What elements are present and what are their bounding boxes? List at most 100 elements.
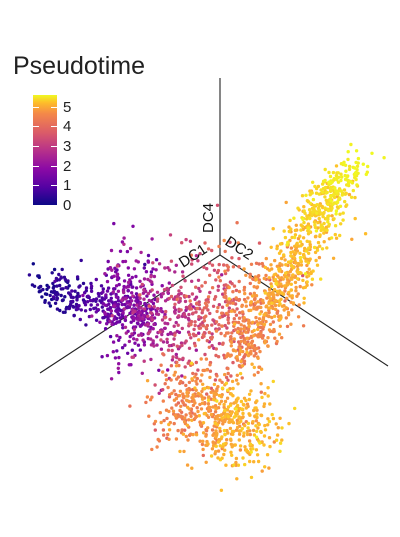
data-point — [224, 463, 228, 467]
data-point — [262, 443, 266, 447]
data-point — [201, 439, 205, 443]
data-point — [126, 266, 130, 270]
data-point — [266, 423, 270, 427]
data-point — [201, 421, 206, 425]
data-point — [112, 274, 116, 278]
data-point — [208, 363, 212, 367]
data-point — [47, 301, 51, 305]
data-point — [224, 381, 229, 385]
data-point — [165, 337, 169, 341]
data-point — [216, 355, 221, 359]
data-point — [108, 319, 112, 323]
data-point — [85, 300, 90, 304]
data-point — [278, 282, 283, 286]
data-point — [162, 326, 167, 331]
data-point — [120, 346, 125, 350]
data-point — [301, 278, 305, 283]
data-point — [153, 297, 157, 302]
data-point — [150, 447, 154, 452]
data-point — [234, 407, 238, 411]
data-point — [101, 316, 105, 320]
data-point — [299, 258, 303, 263]
data-point — [316, 220, 320, 225]
data-point — [60, 267, 64, 272]
data-point — [181, 356, 185, 360]
data-point — [257, 241, 262, 245]
data-point — [306, 261, 311, 265]
data-point — [155, 309, 159, 314]
data-point — [327, 170, 331, 175]
data-point — [311, 197, 316, 202]
data-point — [216, 406, 221, 410]
data-point — [332, 217, 336, 221]
data-point — [194, 310, 198, 314]
data-point — [126, 351, 130, 355]
data-point — [322, 240, 326, 244]
data-point — [161, 291, 165, 296]
data-point — [201, 447, 205, 452]
data-point — [212, 297, 217, 301]
data-point — [259, 320, 264, 325]
data-point — [218, 426, 222, 431]
data-point — [116, 289, 121, 293]
data-point — [192, 327, 196, 332]
data-point — [226, 321, 231, 325]
data-point — [232, 337, 236, 341]
data-point — [263, 423, 267, 428]
data-point — [116, 303, 120, 307]
data-point — [178, 408, 182, 413]
data-point — [257, 280, 261, 285]
data-point — [101, 290, 105, 294]
data-point — [143, 301, 147, 306]
data-point — [275, 339, 279, 344]
data-point — [244, 330, 248, 334]
data-point — [190, 258, 194, 262]
data-point — [329, 199, 333, 203]
data-point — [259, 367, 264, 371]
data-point — [151, 261, 155, 265]
data-point — [206, 247, 211, 251]
colorbar-tick-left — [33, 126, 39, 128]
data-point — [333, 232, 337, 237]
data-point — [162, 418, 166, 423]
data-point — [167, 422, 171, 427]
data-point — [225, 396, 230, 400]
data-point — [331, 202, 335, 206]
data-point — [209, 412, 214, 417]
data-point — [286, 310, 291, 315]
data-point — [178, 389, 183, 393]
data-point — [268, 306, 272, 310]
data-point — [223, 291, 227, 295]
data-point — [173, 302, 177, 306]
colorbar-tick-label: 1 — [63, 177, 72, 195]
data-point — [132, 316, 136, 320]
data-point — [205, 368, 209, 372]
data-point — [243, 340, 247, 344]
data-point — [32, 284, 37, 288]
data-point — [259, 305, 263, 310]
data-point — [218, 402, 222, 406]
data-point — [277, 291, 281, 296]
data-point — [263, 265, 268, 270]
data-point — [291, 273, 295, 277]
data-point — [308, 257, 312, 261]
data-point — [258, 312, 262, 316]
data-point — [275, 246, 279, 251]
data-point — [287, 290, 291, 295]
data-point — [320, 247, 325, 251]
data-point — [234, 410, 239, 414]
data-point — [336, 180, 341, 184]
data-point — [291, 301, 296, 305]
data-point — [242, 324, 246, 328]
data-point — [183, 403, 187, 407]
data-point — [141, 313, 146, 318]
data-point — [193, 297, 197, 301]
data-point — [240, 426, 244, 431]
data-point — [127, 363, 131, 367]
data-point — [247, 412, 251, 416]
data-point — [245, 350, 249, 354]
data-point — [203, 386, 207, 391]
data-point — [182, 313, 187, 317]
data-point — [215, 431, 219, 436]
data-point — [285, 243, 289, 247]
